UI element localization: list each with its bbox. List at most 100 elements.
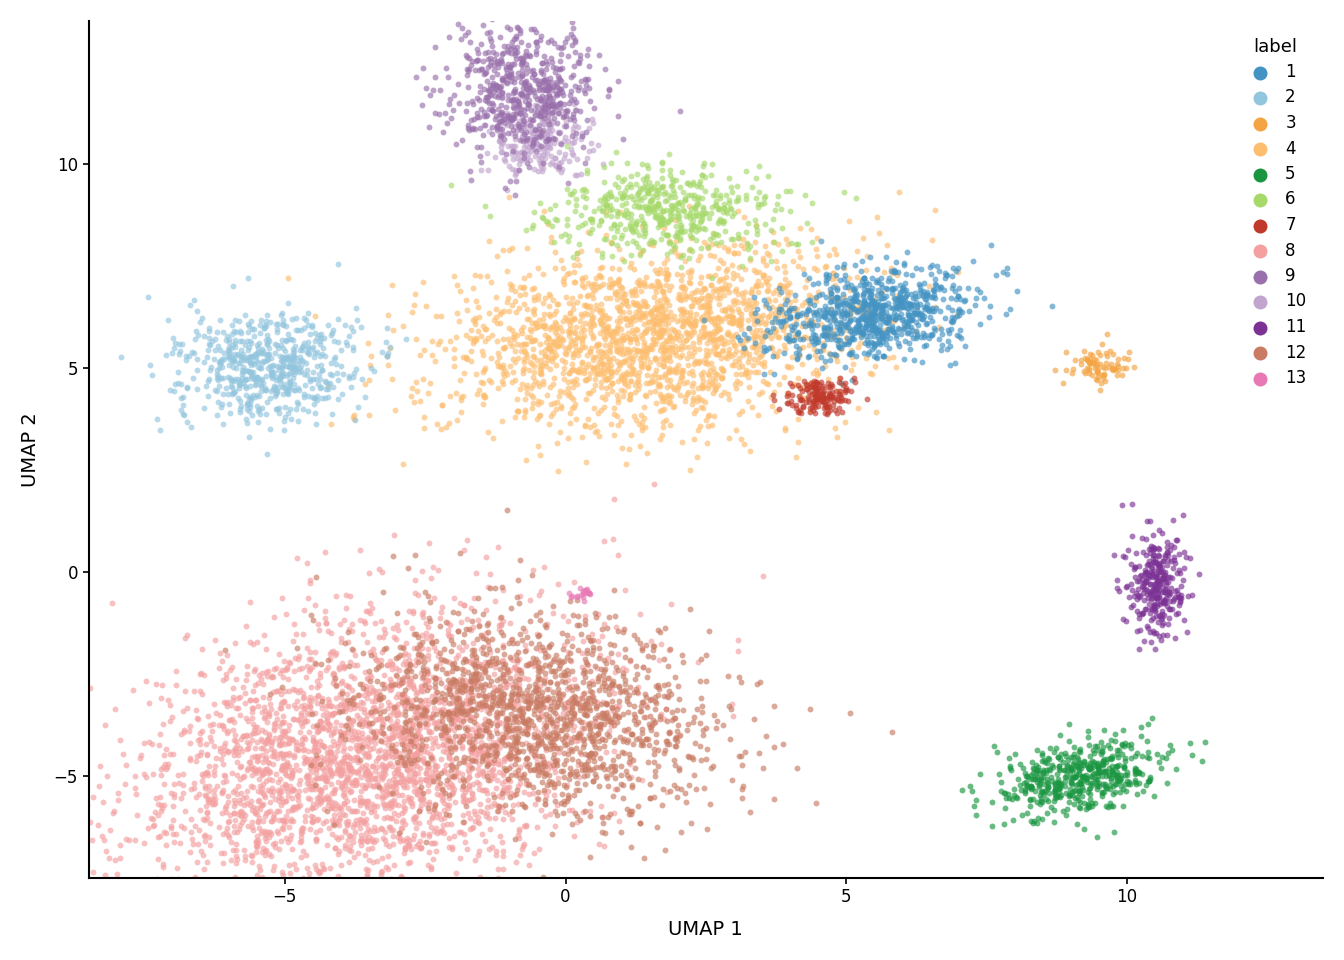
- Point: [570, 166, 591, 181]
- Point: [806, 385, 828, 400]
- Point: [487, 354, 508, 370]
- Point: [343, 701, 364, 716]
- Point: [793, 329, 814, 345]
- Point: [227, 768, 249, 783]
- Point: [1063, 755, 1085, 770]
- Point: [403, 747, 425, 762]
- Point: [852, 271, 874, 286]
- Point: [462, 790, 484, 805]
- Point: [824, 420, 845, 436]
- Point: [402, 747, 423, 762]
- Point: [1133, 580, 1154, 595]
- Point: [1120, 599, 1141, 614]
- Point: [470, 701, 492, 716]
- Point: [179, 718, 200, 733]
- Point: [457, 67, 478, 83]
- Point: [597, 186, 618, 202]
- Point: [258, 763, 280, 779]
- Point: [605, 145, 626, 160]
- Point: [555, 709, 577, 725]
- Point: [509, 337, 531, 352]
- Point: [442, 780, 464, 796]
- Point: [501, 338, 523, 353]
- Point: [452, 705, 473, 720]
- Point: [292, 690, 313, 706]
- Point: [524, 744, 546, 759]
- Point: [906, 328, 927, 344]
- Point: [579, 420, 601, 435]
- Point: [496, 99, 517, 114]
- Point: [265, 370, 286, 385]
- Point: [297, 590, 319, 606]
- Point: [1109, 757, 1130, 773]
- Point: [681, 752, 703, 767]
- Point: [336, 335, 358, 350]
- Point: [448, 647, 469, 662]
- Point: [574, 612, 595, 628]
- Point: [524, 677, 546, 692]
- Point: [624, 760, 645, 776]
- Point: [589, 647, 610, 662]
- Point: [220, 834, 242, 850]
- Point: [239, 354, 261, 370]
- Point: [802, 304, 824, 320]
- Point: [784, 328, 805, 344]
- Point: [474, 360, 496, 375]
- Point: [414, 701, 435, 716]
- Point: [634, 685, 656, 701]
- Point: [1125, 749, 1146, 764]
- Point: [900, 312, 922, 327]
- Point: [601, 676, 622, 691]
- Point: [360, 767, 382, 782]
- Point: [1144, 578, 1165, 593]
- Point: [630, 330, 652, 346]
- Point: [859, 315, 880, 330]
- Point: [727, 312, 749, 327]
- Point: [535, 766, 556, 781]
- Point: [715, 302, 737, 318]
- Point: [671, 279, 692, 295]
- Point: [532, 764, 554, 780]
- Point: [477, 424, 499, 440]
- Point: [539, 767, 560, 782]
- Point: [406, 710, 427, 726]
- Point: [598, 809, 620, 825]
- Point: [288, 648, 309, 663]
- Point: [1154, 571, 1176, 587]
- Point: [583, 142, 605, 157]
- Point: [856, 316, 878, 331]
- Point: [355, 847, 376, 862]
- Point: [1113, 760, 1134, 776]
- Point: [449, 680, 470, 695]
- Point: [652, 341, 673, 356]
- Point: [394, 645, 415, 660]
- Point: [472, 630, 493, 645]
- Point: [1079, 780, 1101, 796]
- Point: [628, 369, 649, 384]
- Point: [417, 647, 438, 662]
- Point: [418, 844, 439, 859]
- Point: [578, 288, 599, 303]
- Point: [558, 387, 579, 402]
- Point: [548, 125, 570, 140]
- Point: [840, 342, 862, 357]
- Point: [586, 270, 607, 285]
- Point: [876, 325, 898, 341]
- Point: [407, 700, 429, 715]
- Point: [1173, 561, 1195, 576]
- Point: [526, 46, 547, 61]
- Point: [906, 305, 927, 321]
- Point: [40, 887, 62, 902]
- Point: [797, 381, 818, 396]
- Point: [581, 278, 602, 294]
- Point: [530, 156, 551, 171]
- Point: [267, 379, 289, 395]
- Point: [730, 310, 751, 325]
- Point: [577, 707, 598, 722]
- Point: [569, 695, 590, 710]
- Point: [585, 693, 606, 708]
- Point: [605, 619, 626, 635]
- Point: [305, 734, 327, 750]
- Point: [765, 322, 786, 337]
- Point: [769, 314, 790, 329]
